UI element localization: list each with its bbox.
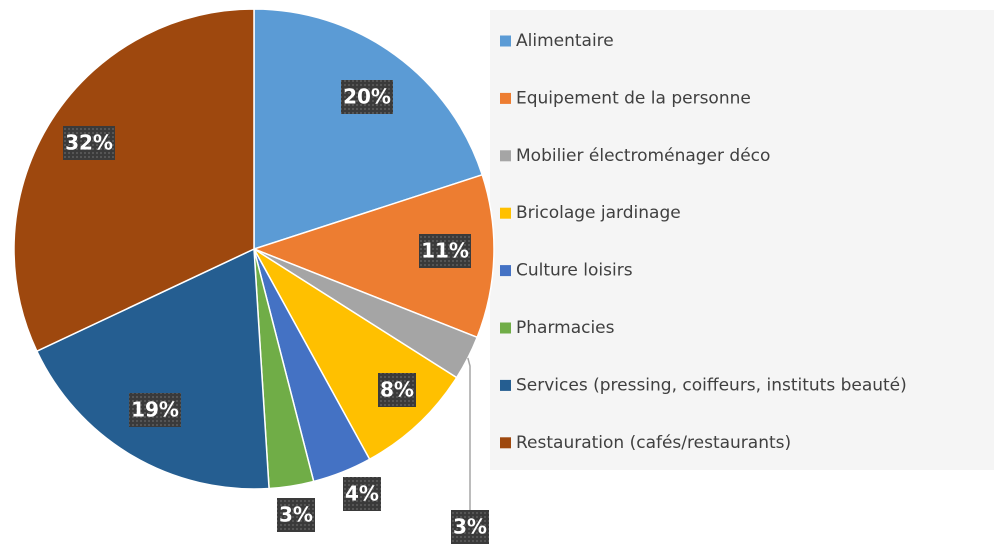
data-label-box — [343, 477, 381, 511]
data-label-box — [451, 510, 489, 544]
data-label: 11% — [421, 239, 469, 263]
legend-label: Restauration (cafés/restaurants) — [516, 433, 791, 453]
data-label: 19% — [131, 398, 179, 422]
legend-swatch — [500, 437, 511, 449]
legend-label: Equipement de la personne — [516, 88, 751, 108]
leader-line — [467, 357, 471, 511]
data-label: 8% — [380, 378, 414, 402]
legend-box — [490, 10, 994, 470]
legend-label: Pharmacies — [516, 318, 615, 338]
pie-slice — [13, 8, 255, 353]
legend-label: Services (pressing, coiffeurs, instituts… — [516, 375, 907, 395]
legend-swatch — [500, 150, 511, 162]
data-label-box — [378, 373, 416, 407]
legend-label: Alimentaire — [516, 31, 614, 51]
pie-slice — [251, 173, 495, 339]
data-label-box — [419, 234, 471, 268]
legend-swatch — [500, 207, 511, 219]
legend-swatch — [500, 322, 511, 334]
legend-swatch — [500, 35, 511, 47]
legend-swatch — [500, 265, 511, 277]
data-label-box — [341, 80, 393, 114]
data-label: 20% — [343, 85, 391, 109]
data-label: 32% — [65, 131, 113, 155]
data-label-box — [63, 126, 115, 160]
legend-label: Bricolage jardinage — [516, 203, 681, 223]
data-label: 3% — [453, 515, 487, 539]
data-label: 4% — [345, 482, 379, 506]
legend-label: Culture loisirs — [516, 261, 633, 281]
legend-swatch — [500, 379, 511, 391]
pie-slice — [35, 247, 270, 490]
data-label-box — [129, 393, 181, 427]
data-label: 3% — [279, 503, 313, 527]
legend-swatch — [500, 92, 511, 104]
legend-label: Mobilier électroménager déco — [516, 146, 770, 166]
data-label-box — [277, 498, 315, 532]
pie-slice — [253, 8, 484, 251]
